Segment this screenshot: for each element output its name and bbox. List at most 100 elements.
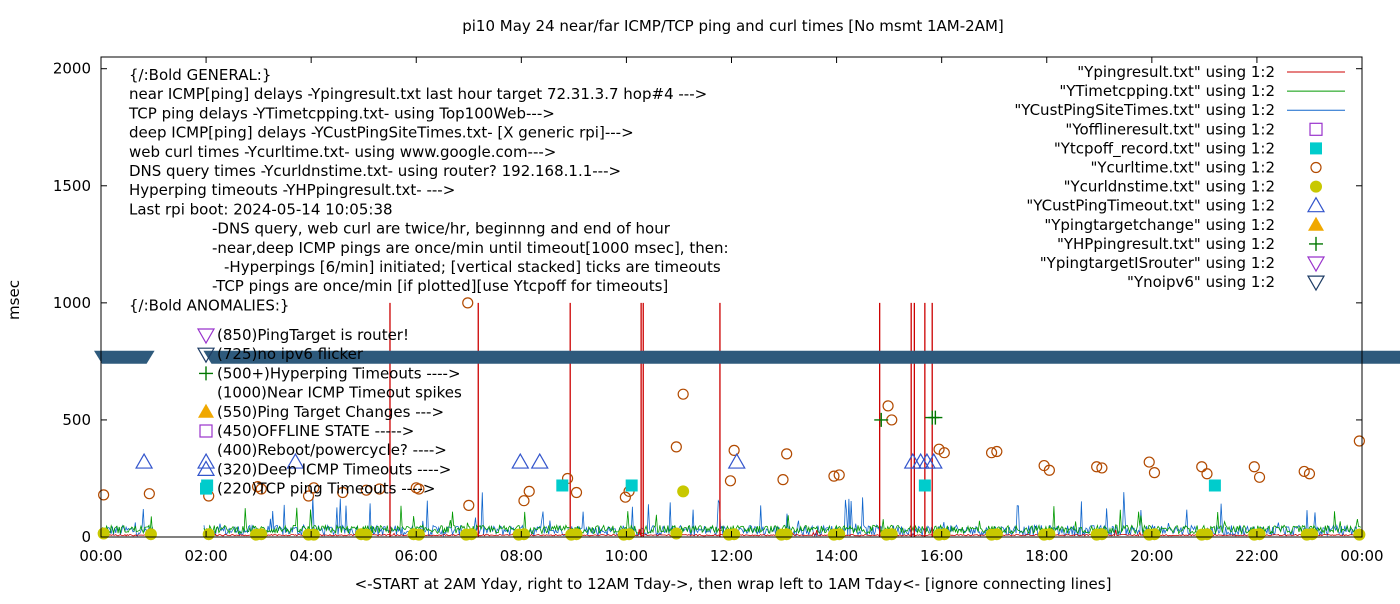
deep-icmp-timeout-point: [197, 452, 216, 469]
x-tick-label: 00:00: [1340, 547, 1383, 565]
anomaly-icon: [196, 328, 216, 345]
chart-title: pi10 May 24 near/far ICMP/TCP ping and c…: [462, 17, 1004, 35]
legend-swatch: [1308, 216, 1324, 231]
y-tick-label: 500: [62, 411, 91, 429]
dns-time-point: [1148, 528, 1161, 541]
x-tick-label: 00:00: [79, 547, 122, 565]
curl-time-point: [523, 485, 535, 497]
anomaly-icon: [199, 424, 213, 438]
anomaly-label: (1000)Near ICMP Timeout spikes: [217, 384, 462, 402]
chart-note: -DNS query, web curl are twice/hr, begin…: [212, 220, 671, 238]
curl-time-point: [619, 491, 631, 503]
x-tick-label: 06:00: [395, 547, 438, 565]
legend-label: "YpingtargetISrouter" using 1:2: [1040, 254, 1275, 272]
legend-label: "Ypingresult.txt" using 1:2: [1077, 63, 1275, 81]
deep-icmp-timeout-point: [530, 452, 549, 469]
curl-time-point: [777, 474, 789, 486]
x-axis-label: <-START at 2AM Yday, right to 12AM Tday-…: [355, 575, 1112, 593]
legend-label: "Ycurltime.txt" using 1:2: [1090, 159, 1275, 177]
x-tick-label: 12:00: [710, 547, 753, 565]
curl-time-point: [337, 486, 349, 499]
x-tick-label: 10:00: [605, 547, 648, 565]
legend-swatch: [1309, 122, 1323, 136]
legend-label: "Ytcpoff_record.txt" using 1:2: [1054, 139, 1275, 158]
x-tick-label: 04:00: [290, 547, 333, 565]
dns-time-point: [623, 528, 636, 541]
curl-time-point: [1096, 462, 1108, 474]
legend-label: "Ycurldnstime.txt" using 1:2: [1064, 178, 1275, 196]
noipv6-band-segment: [203, 350, 1400, 364]
curl-time-point: [1303, 468, 1316, 480]
anomaly-label: (550)Ping Target Changes --->: [217, 403, 444, 421]
chart-note: Hyperping timeouts -YHPpingresult.txt- -…: [129, 181, 455, 199]
hyperping-timeout-point: [928, 410, 943, 425]
dns-time-point: [412, 528, 425, 541]
curl-time-point: [1148, 467, 1161, 479]
y-tick-label: 0: [81, 528, 91, 546]
legend-swatch: [1310, 180, 1322, 193]
anomaly-icon: [199, 366, 213, 381]
x-tick-label: 02:00: [184, 547, 227, 565]
curl-time-point: [255, 483, 267, 495]
x-tick-label: 20:00: [1130, 547, 1173, 565]
anomaly-icon: [196, 347, 216, 364]
curl-time-point: [1201, 468, 1213, 480]
tcp-timeout-point: [918, 479, 931, 492]
dns-time-point: [1043, 528, 1056, 541]
legend-label: "YCustPingTimeout.txt" using 1:2: [1026, 197, 1275, 215]
x-tick-label: 08:00: [500, 547, 543, 565]
anomaly-label: (400)Reboot/powercycle? ---->: [217, 441, 447, 459]
deep-icmp-timeout-point: [286, 452, 305, 469]
deep-icmp-timeout-point: [135, 452, 154, 469]
dns-time-point: [670, 527, 683, 540]
curl-time-point: [1253, 471, 1266, 483]
legend-swatch: [1306, 196, 1326, 213]
x-tick-label: 16:00: [920, 547, 963, 565]
noipv6-band-layer: [94, 350, 1400, 364]
curl-time-point: [677, 388, 689, 400]
dns-time-point: [517, 528, 530, 541]
chart-note: near ICMP[ping] delays -Ypingresult.txt …: [129, 85, 707, 103]
legend-label: "Ypingtargetchange" using 1:2: [1044, 216, 1275, 234]
dns-time-point: [360, 528, 373, 541]
legend-swatch: [1310, 142, 1322, 155]
dns-time-point: [144, 528, 157, 541]
dns-time-point: [1253, 528, 1266, 541]
curl-time-point: [1043, 464, 1055, 476]
curl-time-point: [1143, 456, 1155, 468]
annotation-layer: {/:Bold GENERAL:}near ICMP[ping] delays …: [128, 66, 729, 498]
legend-swatch: [1309, 236, 1323, 251]
curl-time-point: [1091, 461, 1103, 473]
curl-time-point: [463, 499, 475, 511]
anomaly-label: (725)no ipv6 flicker: [217, 345, 364, 363]
anomaly-label: (320)Deep ICMP Timeouts ---->: [217, 460, 451, 478]
curl-time-point: [308, 482, 320, 494]
x-tick-label: 14:00: [815, 547, 858, 565]
chart-note: -Hyperpings [6/min] initiated; [vertical…: [224, 258, 721, 276]
curl-time-point: [360, 484, 372, 496]
anomaly-icon: [196, 460, 216, 476]
curl-time-point: [985, 447, 998, 459]
hyperping-timeout-point: [874, 412, 889, 427]
anomaly-label: (450)OFFLINE STATE ----->: [217, 422, 414, 440]
anomaly-label: (500+)Hyperping Timeouts ---->: [217, 364, 461, 382]
curl-time-point: [724, 475, 737, 487]
chart-note: -TCP pings are once/min [if plotted][use…: [212, 277, 668, 295]
dns-time-point: [570, 528, 583, 541]
chart-note: TCP ping delays -YTimetcpping.txt- using…: [128, 104, 555, 122]
legend-label: "YHPpingresult.txt" using 1:2: [1057, 235, 1275, 253]
dns-time-point: [465, 528, 478, 541]
curl-time-point: [413, 483, 425, 495]
dns-time-point: [1306, 528, 1319, 541]
dns-time-point: [990, 528, 1003, 541]
legend-label: "Ynoipv6" using 1:2: [1127, 273, 1275, 291]
curl-time-point: [882, 400, 894, 412]
chart-note: DNS query times -Ycurldnstime.txt- using…: [129, 162, 621, 180]
curl-time-point: [828, 470, 840, 482]
chart-note: -near,deep ICMP pings are once/min until…: [212, 239, 729, 257]
y-tick-label: 1000: [53, 294, 91, 312]
curl-time-point: [462, 297, 474, 309]
dns-time-point: [728, 528, 741, 541]
anomaly-label: (850)PingTarget is router!: [217, 326, 409, 344]
dns-time-point: [307, 528, 320, 541]
